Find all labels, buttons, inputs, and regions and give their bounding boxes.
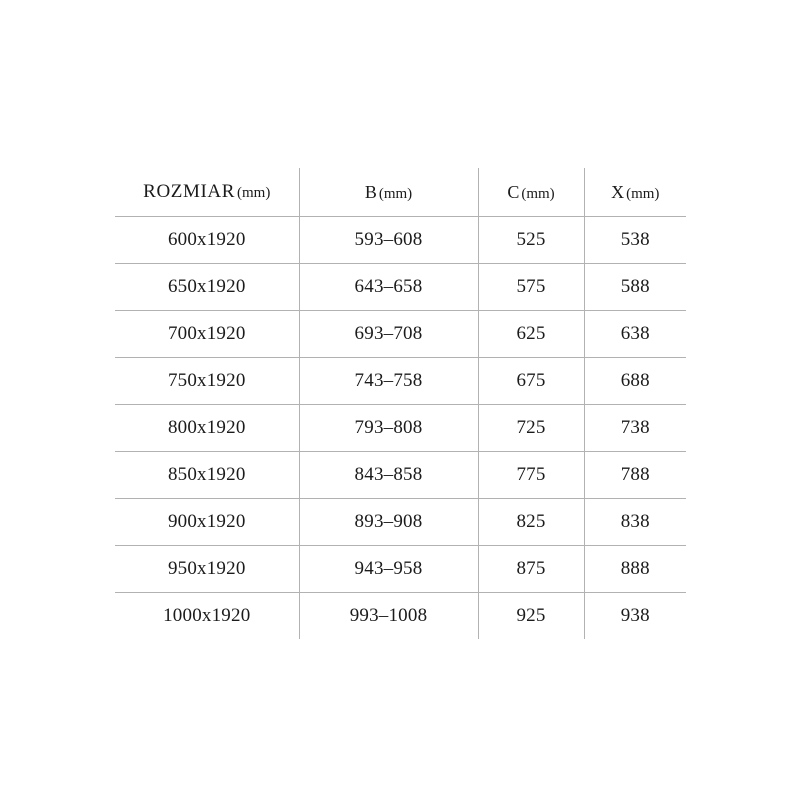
cell-x: 638	[584, 310, 686, 358]
cell-b: 643–658	[299, 263, 479, 311]
cell-x: 738	[584, 404, 686, 452]
cell-size: 850x1920	[115, 451, 300, 499]
table-row: 750x1920 743–758 675 688	[115, 357, 686, 405]
cell-c: 825	[478, 498, 585, 546]
cell-c: 875	[478, 545, 585, 593]
table-body: 600x1920 593–608 525 538 650x1920 643–658 575 5…	[115, 216, 686, 639]
table-row: 800x1920 793–808 725 738	[115, 404, 686, 452]
column-header-b-unit: (mm)	[378, 185, 413, 202]
cell-c: 675	[478, 357, 585, 405]
cell-size: 600x1920	[115, 216, 300, 264]
cell-b: 943–958	[299, 545, 479, 593]
cell-b: 843–858	[299, 451, 479, 499]
cell-size: 750x1920	[115, 357, 300, 405]
column-header-x-name: X	[611, 181, 625, 202]
table-row: 900x1920 893–908 825 838	[115, 498, 686, 546]
cell-c: 775	[478, 451, 585, 499]
column-header-b: B (mm)	[299, 168, 479, 217]
column-header-c-unit: (mm)	[521, 185, 555, 202]
cell-size: 650x1920	[115, 263, 300, 311]
table-row: 650x1920 643–658 575 588	[115, 263, 686, 311]
cell-size: 800x1920	[115, 404, 300, 452]
cell-c: 725	[478, 404, 585, 452]
cell-x: 938	[620, 605, 650, 626]
column-header-size-name: ROZMIAR	[143, 181, 235, 202]
table-row: 850x1920 843–858 775 788	[115, 451, 686, 499]
column-header-c-name: C	[507, 181, 520, 202]
cell-c: 625	[478, 310, 585, 358]
table-row: 950x1920 943–958 875 888	[115, 545, 686, 593]
cell-c: 925	[478, 592, 585, 639]
cell-size: 700x1920	[115, 310, 300, 358]
cell-x: 538	[584, 216, 686, 264]
table-header: ROZMIAR (mm) B (mm) C (mm) X (mm)	[115, 168, 686, 217]
table-row: 600x1920 593–608 525 538	[115, 216, 686, 264]
cell-c: 525	[478, 216, 585, 264]
cell-x: 788	[584, 451, 686, 499]
column-header-b-name: B	[364, 181, 377, 202]
cell-size: 950x1920	[115, 545, 300, 593]
column-header-x-unit: (mm)	[626, 185, 660, 202]
specification-table-container: ROZMIAR (mm) B (mm) C (mm) X (mm)	[115, 168, 686, 639]
column-header-size-unit: (mm)	[237, 185, 271, 201]
cell-b: 743–758	[299, 357, 479, 405]
cell-x: 688	[584, 357, 686, 405]
cell-x: 588	[584, 263, 686, 311]
cell-x: 888	[584, 545, 686, 593]
table-row: 1000x1920 993–1008 925 938	[115, 592, 686, 639]
cell-size: 1000x1920	[115, 592, 300, 639]
column-header-size: ROZMIAR (mm)	[115, 168, 300, 217]
column-header-c: C (mm)	[478, 168, 585, 217]
cell-b: 793–808	[299, 404, 479, 452]
dimensions-table: ROZMIAR (mm) B (mm) C (mm) X (mm)	[115, 168, 686, 639]
table-header-row: ROZMIAR (mm) B (mm) C (mm) X (mm)	[115, 168, 686, 217]
cell-b: 993–1008	[299, 592, 479, 639]
cell-b: 893–908	[299, 498, 479, 546]
cell-x: 838	[584, 498, 686, 546]
cell-size: 900x1920	[115, 498, 300, 546]
cell-c: 575	[478, 263, 585, 311]
cell-b: 693–708	[299, 310, 479, 358]
table-row: 700x1920 693–708 625 638	[115, 310, 686, 358]
column-header-x: X (mm)	[584, 168, 686, 217]
cell-b: 593–608	[299, 216, 479, 264]
